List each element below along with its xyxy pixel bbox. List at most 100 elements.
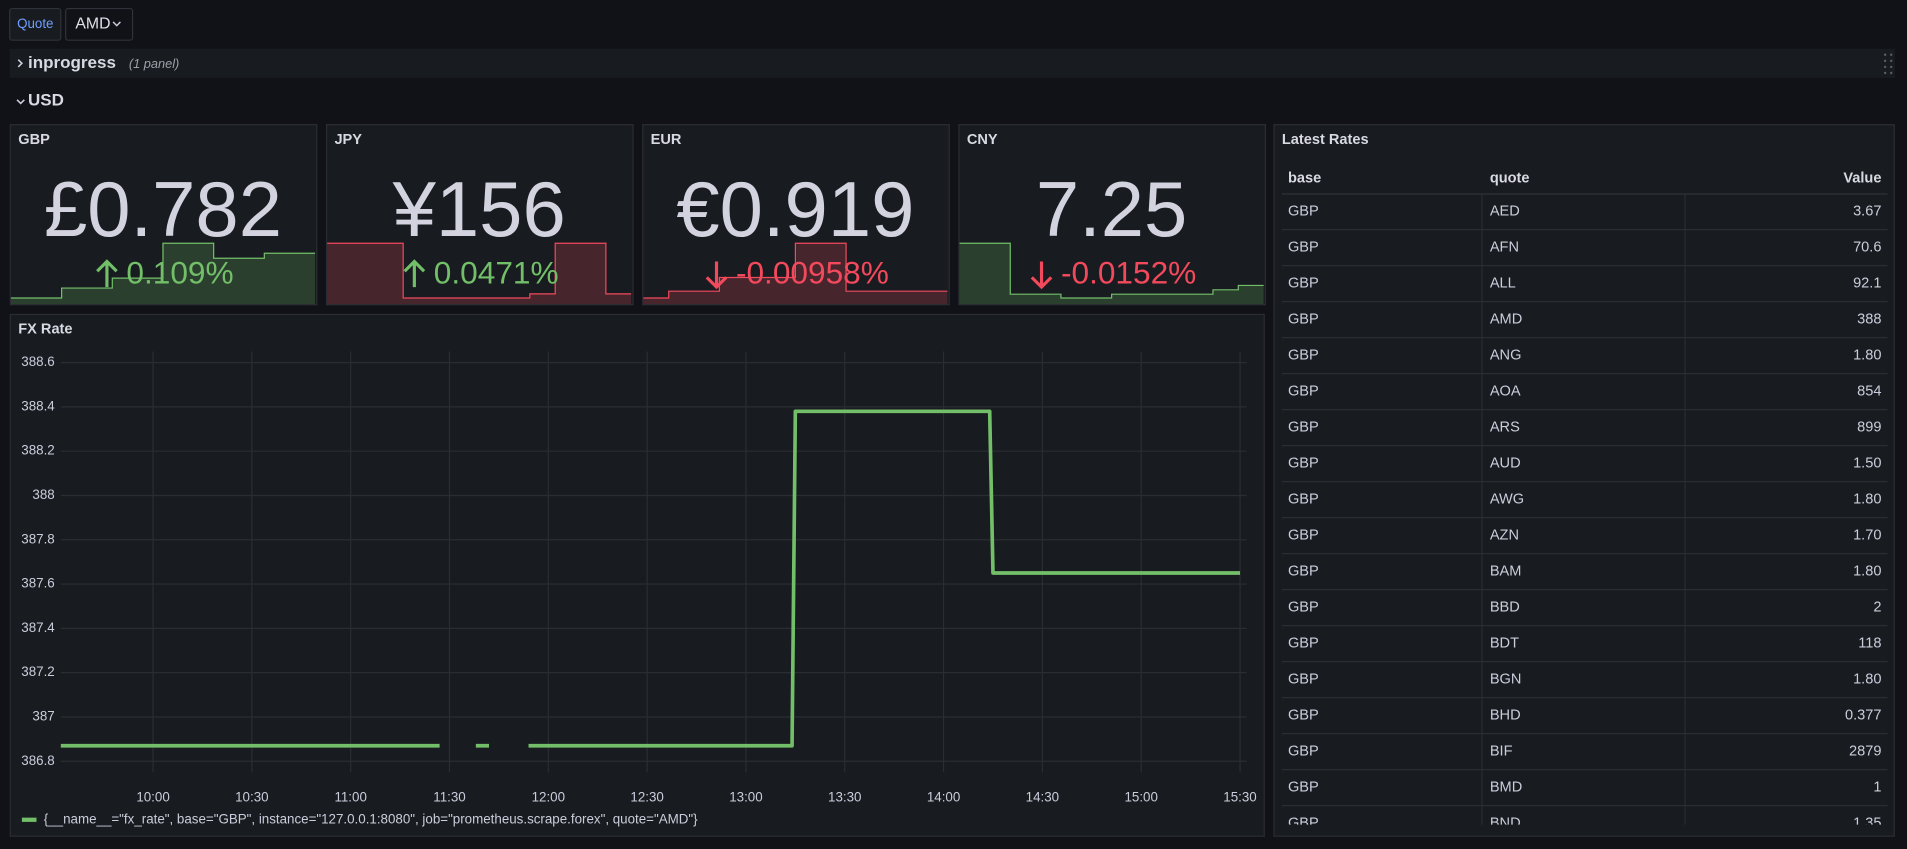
x-tick-label: 11:00 bbox=[334, 789, 366, 804]
change-arrow bbox=[403, 259, 426, 288]
table-cell: GBP bbox=[1288, 708, 1319, 724]
x-tick-label: 14:00 bbox=[927, 789, 960, 804]
table-cell: 388 bbox=[1857, 312, 1881, 328]
variable-value[interactable]: AMD bbox=[75, 16, 110, 33]
table-cell: BAM bbox=[1490, 564, 1522, 580]
table-cell: GBP bbox=[1288, 384, 1319, 400]
table-cell: GBP bbox=[1288, 456, 1319, 472]
table-cell: BDT bbox=[1490, 636, 1519, 652]
change-arrow bbox=[705, 261, 728, 290]
table-cell: AUD bbox=[1490, 456, 1521, 472]
stat-change: 0.0471% bbox=[434, 254, 559, 290]
table-cell: ARS bbox=[1490, 420, 1520, 436]
table-cell: BHD bbox=[1490, 708, 1521, 724]
chart-panel bbox=[9, 313, 1265, 837]
row-chevron[interactable] bbox=[17, 59, 24, 68]
table-cell: AOA bbox=[1490, 384, 1521, 400]
table-cell: 3.67 bbox=[1853, 204, 1881, 220]
sparkline bbox=[327, 242, 632, 299]
table-cell: BIF bbox=[1490, 744, 1513, 760]
table-cell: GBP bbox=[1288, 672, 1319, 688]
table-cell: AED bbox=[1490, 204, 1520, 220]
table-cell: 118 bbox=[1858, 636, 1881, 652]
column-header: Value bbox=[1843, 171, 1881, 187]
stat-change: -0.00958% bbox=[736, 254, 889, 290]
y-tick-label: 388 bbox=[32, 487, 54, 502]
sparkline bbox=[959, 242, 1264, 299]
x-tick-label: 15:00 bbox=[1124, 789, 1157, 804]
stat-change: -0.0152% bbox=[1061, 254, 1196, 290]
table-cell: GBP bbox=[1288, 492, 1319, 508]
table-cell: GBP bbox=[1288, 420, 1319, 436]
table-cell: 70.6 bbox=[1853, 240, 1881, 256]
x-tick-label: 10:30 bbox=[235, 789, 268, 804]
table-cell: 0.377 bbox=[1845, 708, 1881, 724]
panel-title: FX Rate bbox=[18, 321, 72, 337]
column-header: base bbox=[1288, 171, 1321, 187]
dropdown-chevron bbox=[112, 21, 121, 27]
table-cell: BND bbox=[1490, 816, 1521, 832]
table-cell: GBP bbox=[1288, 600, 1319, 616]
y-tick-label: 387 bbox=[32, 708, 54, 723]
x-tick-label: 13:30 bbox=[828, 789, 861, 804]
y-tick-label: 388.4 bbox=[21, 398, 55, 413]
stat-title: GBP bbox=[18, 132, 50, 148]
stat-value: ¥156 bbox=[392, 167, 566, 253]
stat-value: £0.782 bbox=[44, 167, 282, 253]
x-tick-label: 15:30 bbox=[1223, 789, 1256, 804]
table-cell: 1.50 bbox=[1853, 456, 1881, 472]
variable-select[interactable] bbox=[65, 7, 134, 41]
stat-title: EUR bbox=[651, 132, 682, 148]
stat-change: 0.109% bbox=[126, 254, 233, 290]
stat-value: €0.919 bbox=[676, 167, 914, 253]
table-cell: 2879 bbox=[1849, 744, 1881, 760]
table-cell: 2 bbox=[1873, 600, 1881, 616]
table-cell: GBP bbox=[1288, 348, 1319, 364]
y-tick-label: 387.8 bbox=[21, 531, 54, 546]
x-tick-label: 10:00 bbox=[136, 789, 169, 804]
table-cell: GBP bbox=[1288, 204, 1319, 220]
sparkline-area bbox=[959, 243, 1264, 305]
y-tick-label: 387.6 bbox=[21, 576, 54, 591]
sparkline bbox=[643, 242, 948, 299]
table-cell: GBP bbox=[1288, 564, 1319, 580]
row-bar[interactable] bbox=[9, 48, 1895, 78]
table-cell: 1 bbox=[1873, 780, 1881, 796]
y-tick-label: 388.2 bbox=[21, 443, 54, 458]
table-cell: 1.35 bbox=[1853, 816, 1881, 832]
variable-label: Quote bbox=[17, 16, 53, 31]
drag-handle[interactable] bbox=[1883, 53, 1893, 75]
table-cell: GBP bbox=[1288, 816, 1319, 832]
table-cell: 899 bbox=[1857, 420, 1881, 436]
table-cell: AFN bbox=[1490, 240, 1519, 256]
table-cell: BGN bbox=[1490, 672, 1522, 688]
table-cell: GBP bbox=[1288, 780, 1319, 796]
stat-value: 7.25 bbox=[1036, 167, 1187, 253]
column-header: quote bbox=[1490, 171, 1530, 187]
table-cell: GBP bbox=[1288, 636, 1319, 652]
table-cell: AWG bbox=[1490, 492, 1524, 508]
row-title[interactable]: inprogress bbox=[28, 53, 116, 72]
y-tick-label: 387.2 bbox=[21, 664, 54, 679]
stat-title: JPY bbox=[334, 132, 362, 148]
table-cell: AMD bbox=[1490, 312, 1522, 328]
table-cell: 92.1 bbox=[1853, 276, 1881, 292]
x-tick-label: 12:30 bbox=[630, 789, 663, 804]
stat-title: CNY bbox=[967, 132, 998, 148]
row-title[interactable]: USD bbox=[28, 90, 64, 109]
table-cell: 1.70 bbox=[1853, 528, 1881, 544]
table-cell: ALL bbox=[1490, 276, 1516, 292]
change-arrow bbox=[1030, 261, 1053, 290]
sparkline bbox=[10, 242, 315, 299]
x-tick-label: 14:30 bbox=[1026, 789, 1059, 804]
table-cell: 854 bbox=[1857, 384, 1881, 400]
table-cell: GBP bbox=[1288, 240, 1319, 256]
row-chevron[interactable] bbox=[16, 99, 25, 105]
y-tick-label: 387.4 bbox=[21, 620, 55, 635]
table-cell: BBD bbox=[1490, 600, 1520, 616]
table-cell: GBP bbox=[1288, 744, 1319, 760]
table-cell: GBP bbox=[1288, 276, 1319, 292]
table-panel bbox=[1273, 124, 1895, 837]
